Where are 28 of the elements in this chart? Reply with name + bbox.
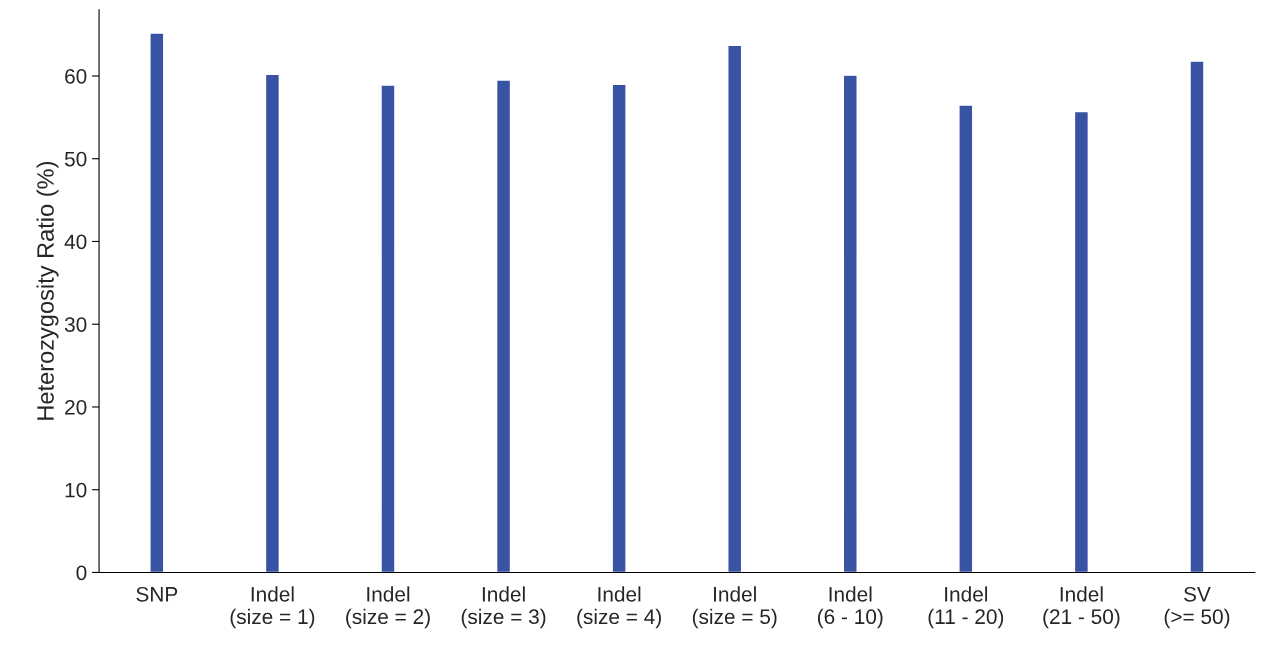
y-axis-title: Heterozygosity Ratio (%) [36,162,59,420]
x-tick-label: Indel (11 - 20) [928,586,1004,629]
bar [1189,60,1205,573]
x-tick-label: Indel (size = 4) [577,586,661,629]
bar [727,44,743,573]
bar [958,104,974,573]
x-tick-label: SV (>= 50) [1164,586,1230,629]
bar [1073,110,1090,573]
bar [264,73,281,573]
y-tick-label: 30 [64,317,87,332]
bar [611,83,627,573]
bar [495,79,512,573]
x-tick-label: Indel (size = 5) [692,586,777,629]
bar [842,74,858,573]
y-tick-label: 50 [64,151,87,167]
x-tick-label: SNP [136,586,178,602]
y-tick-label: 0 [76,565,87,581]
x-tick-label: Indel (6 - 10) [817,586,883,629]
y-tick-label: 10 [65,482,87,498]
x-tick-label: Indel (21 - 50) [1043,586,1120,629]
bar [149,32,165,573]
x-tick-label: Indel (size = 1) [230,586,315,629]
x-tick-label: Indel (size = 3) [461,586,546,629]
y-tick-label: 60 [65,68,87,84]
x-tick-label: Indel (size = 2) [346,586,430,629]
y-tick-label: 20 [65,399,87,415]
bar [380,84,396,573]
y-tick-label: 40 [64,234,87,250]
